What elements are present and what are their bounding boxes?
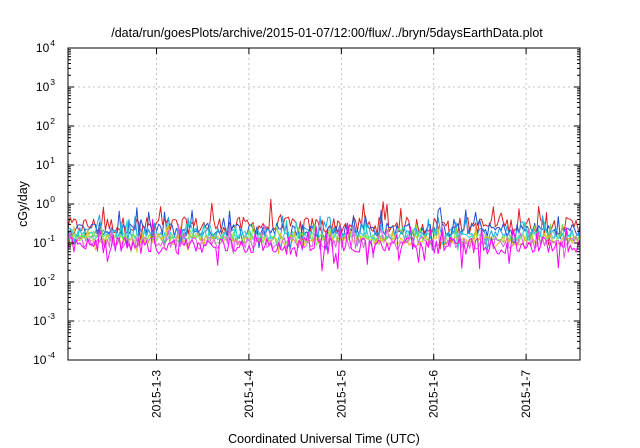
series-line xyxy=(67,218,581,272)
series-line xyxy=(67,223,581,253)
grid-lines xyxy=(68,48,580,360)
y-tick-label: 10-4 xyxy=(33,350,55,367)
y-tick-label: 10-2 xyxy=(33,272,55,289)
x-tick-label: 2015-1-7 xyxy=(519,370,533,418)
y-tick-label: 103 xyxy=(36,77,55,94)
y-tick-label: 101 xyxy=(36,155,55,172)
x-tick-label: 2015-1-3 xyxy=(150,370,164,418)
x-tick-label: 2015-1-5 xyxy=(334,370,348,418)
x-tick-label: 2015-1-6 xyxy=(427,370,441,418)
y-tick-label: 10-1 xyxy=(33,233,55,250)
x-axis-ticks: 2015-1-3 2015-1-4 2015-1-5 2015-1-6 2015-1-7 xyxy=(150,48,533,418)
y-tick-label: 10-3 xyxy=(33,311,55,328)
y-tick-label: 102 xyxy=(36,116,55,133)
y-tick-label: 100 xyxy=(36,194,55,211)
y-axis-ticks: 104 103 102 101 100 10-1 10-2 10-3 10-4 xyxy=(33,38,580,367)
plot-series xyxy=(67,198,581,272)
x-tick-label: 2015-1-4 xyxy=(242,370,256,418)
x-axis-label: Coordinated Universal Time (UTC) xyxy=(228,432,420,446)
chart-title: /data/run/goesPlots/archive/2015-01-07/1… xyxy=(111,26,543,40)
y-tick-label: 104 xyxy=(36,38,55,55)
series-line xyxy=(67,223,581,259)
y-axis-label: cGy/day xyxy=(16,180,30,227)
